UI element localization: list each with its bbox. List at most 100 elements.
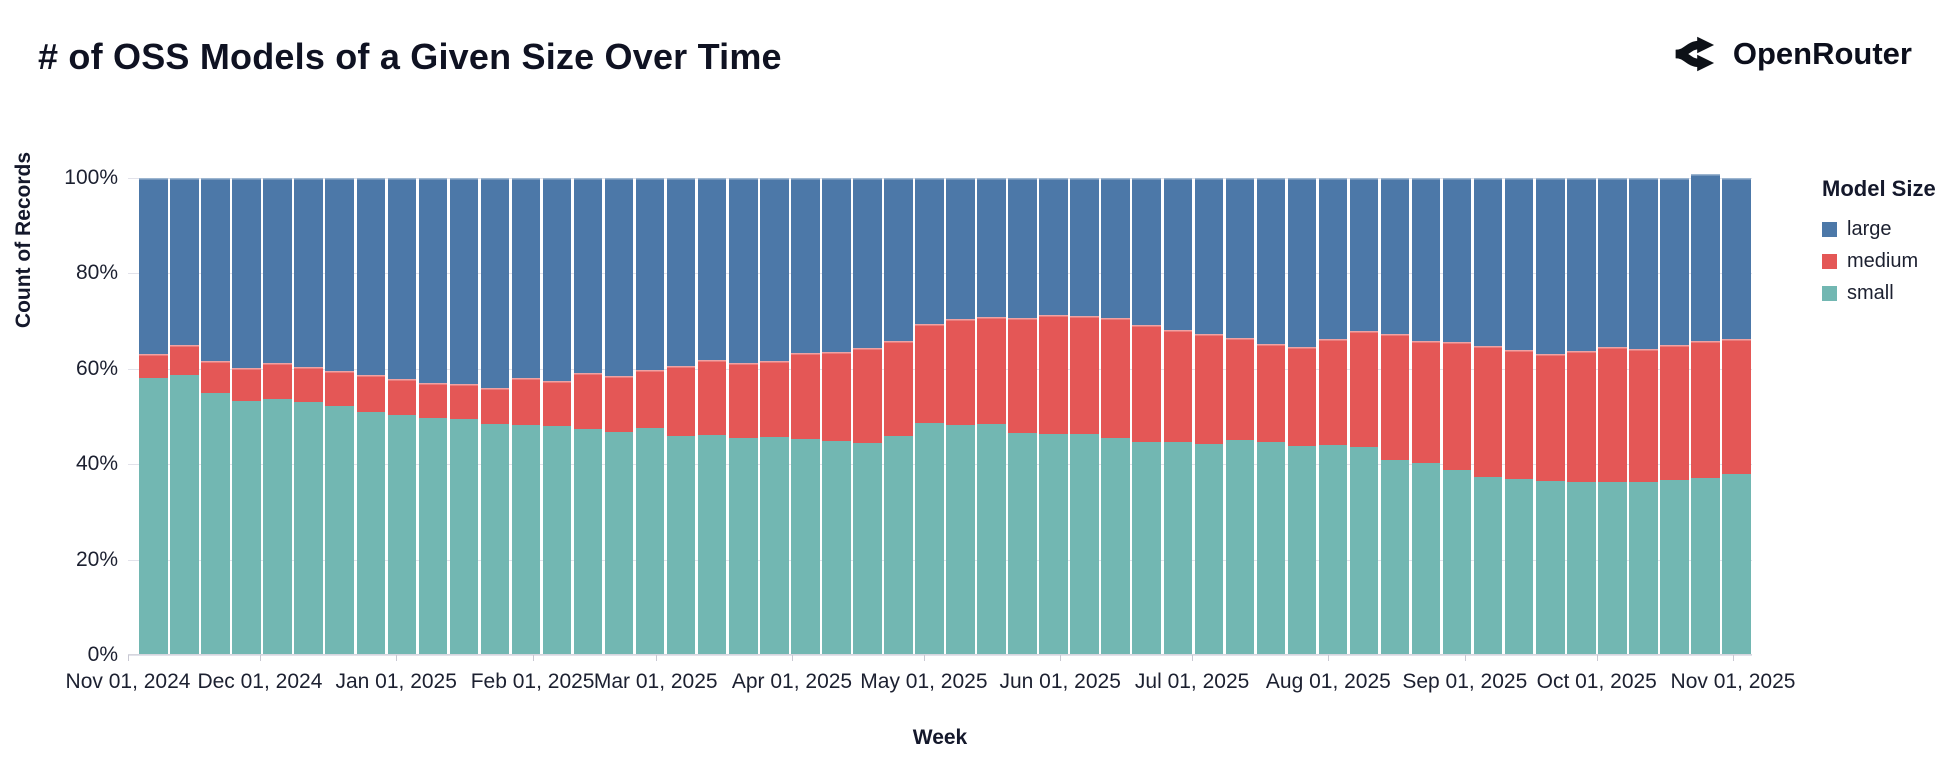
segment-medium bbox=[791, 353, 820, 440]
bar-week-2025-06-29 bbox=[1194, 178, 1224, 655]
segment-small bbox=[325, 405, 354, 655]
segment-medium bbox=[946, 319, 975, 425]
bar-week-2025-04-27 bbox=[915, 178, 944, 655]
x-tick-mark bbox=[1192, 655, 1194, 661]
segment-large bbox=[1070, 178, 1099, 317]
segment-large bbox=[822, 178, 851, 353]
segment-large bbox=[1411, 178, 1441, 341]
x-tick-mark bbox=[1328, 655, 1330, 661]
segment-large bbox=[1504, 178, 1534, 351]
x-tick-label: Nov 01, 2025 bbox=[1670, 670, 1796, 693]
x-tick-label: Nov 01, 2024 bbox=[65, 670, 191, 693]
segment-small bbox=[232, 400, 261, 655]
bar-week-2025-04-20 bbox=[884, 178, 913, 655]
segment-large bbox=[791, 178, 820, 354]
segment-large bbox=[449, 178, 479, 384]
bar-week-2025-05-18 bbox=[1008, 178, 1037, 655]
x-tick-label: Sep 01, 2025 bbox=[1402, 670, 1528, 693]
segment-small bbox=[356, 411, 386, 655]
bar-week-2025-03-23 bbox=[760, 178, 789, 655]
segment-small bbox=[1442, 470, 1472, 655]
segment-large bbox=[1380, 178, 1410, 334]
x-tick-label: Aug 01, 2025 bbox=[1265, 670, 1391, 693]
bar-week-2025-02-16 bbox=[604, 178, 634, 655]
bar-week-2025-09-14 bbox=[1535, 178, 1565, 655]
segment-small bbox=[1535, 481, 1565, 655]
segment-small bbox=[1287, 445, 1317, 655]
legend: Model Size large medium small bbox=[1822, 176, 1936, 314]
x-tick-mark bbox=[1464, 655, 1466, 661]
bar-week-2024-11-17 bbox=[201, 178, 230, 655]
legend-swatch-large bbox=[1822, 222, 1837, 237]
y-tick-label: 0% bbox=[87, 643, 118, 666]
segment-medium bbox=[139, 353, 168, 378]
bar-week-2025-02-23 bbox=[635, 178, 665, 655]
segment-large bbox=[139, 178, 168, 354]
segment-small bbox=[822, 441, 851, 655]
bar-week-2025-01-19 bbox=[480, 178, 510, 655]
x-tick-mark bbox=[923, 655, 925, 661]
segment-large bbox=[1132, 178, 1161, 325]
segment-large bbox=[1691, 174, 1720, 341]
bar-week-2025-03-30 bbox=[791, 178, 820, 655]
segment-medium bbox=[294, 367, 323, 403]
segment-medium bbox=[263, 363, 292, 400]
segment-large bbox=[480, 178, 510, 389]
bar-week-2025-07-13 bbox=[1256, 178, 1286, 655]
y-tick-label: 20% bbox=[75, 547, 118, 571]
segment-small bbox=[1504, 478, 1534, 655]
bar-week-2025-08-03 bbox=[1349, 178, 1379, 655]
x-axis-line bbox=[128, 654, 1752, 655]
bar-week-2024-11-03 bbox=[139, 178, 168, 655]
openrouter-logo: OpenRouter bbox=[1671, 32, 1912, 76]
segment-medium bbox=[1132, 324, 1161, 442]
segment-medium bbox=[449, 383, 479, 419]
segment-large bbox=[604, 178, 634, 376]
bar-week-2025-10-26 bbox=[1722, 178, 1751, 655]
segment-medium bbox=[1349, 331, 1379, 448]
segment-medium bbox=[1504, 350, 1534, 479]
bar-week-2024-12-08 bbox=[294, 178, 323, 655]
segment-large bbox=[201, 178, 230, 362]
bar-week-2024-11-24 bbox=[232, 178, 261, 655]
page-title: # of OSS Models of a Given Size Over Tim… bbox=[38, 36, 782, 77]
y-tick-label: 40% bbox=[75, 452, 118, 476]
segment-large bbox=[915, 178, 944, 324]
segment-small bbox=[977, 423, 1006, 655]
y-tick-label: 60% bbox=[75, 356, 118, 380]
x-tick-mark bbox=[1733, 655, 1734, 661]
bar-week-2025-10-19 bbox=[1691, 174, 1720, 655]
segment-medium bbox=[697, 360, 727, 435]
segment-large bbox=[325, 178, 354, 371]
segment-small bbox=[791, 439, 820, 655]
segment-medium bbox=[1442, 342, 1472, 471]
segment-large bbox=[853, 178, 882, 349]
segment-medium bbox=[542, 380, 572, 426]
segment-large bbox=[1442, 178, 1472, 343]
segment-large bbox=[1225, 178, 1255, 338]
x-tick-label: Feb 01, 2025 bbox=[470, 670, 595, 693]
segment-large bbox=[760, 178, 789, 362]
legend-swatch-medium bbox=[1822, 254, 1837, 269]
x-tick-label: Jan 01, 2025 bbox=[335, 670, 457, 693]
segment-small bbox=[418, 418, 448, 655]
bar-week-2025-01-26 bbox=[511, 178, 541, 655]
segment-medium bbox=[977, 316, 1006, 424]
segment-small bbox=[201, 392, 230, 655]
bar-week-2025-07-06 bbox=[1225, 178, 1255, 655]
segment-small bbox=[170, 374, 199, 655]
segment-small bbox=[728, 437, 758, 655]
gridline bbox=[128, 655, 1752, 656]
bar-week-2025-05-11 bbox=[977, 178, 1006, 655]
segment-large bbox=[294, 178, 323, 368]
segment-medium bbox=[1660, 345, 1689, 481]
segment-small bbox=[387, 415, 417, 655]
segment-small bbox=[1380, 459, 1410, 655]
segment-medium bbox=[201, 361, 230, 393]
segment-large bbox=[170, 178, 199, 345]
brand-name: OpenRouter bbox=[1732, 36, 1912, 71]
bar-week-2024-12-29 bbox=[387, 178, 417, 655]
bar-week-2025-02-09 bbox=[573, 178, 603, 655]
segment-medium bbox=[728, 362, 758, 438]
segment-large bbox=[977, 178, 1006, 317]
